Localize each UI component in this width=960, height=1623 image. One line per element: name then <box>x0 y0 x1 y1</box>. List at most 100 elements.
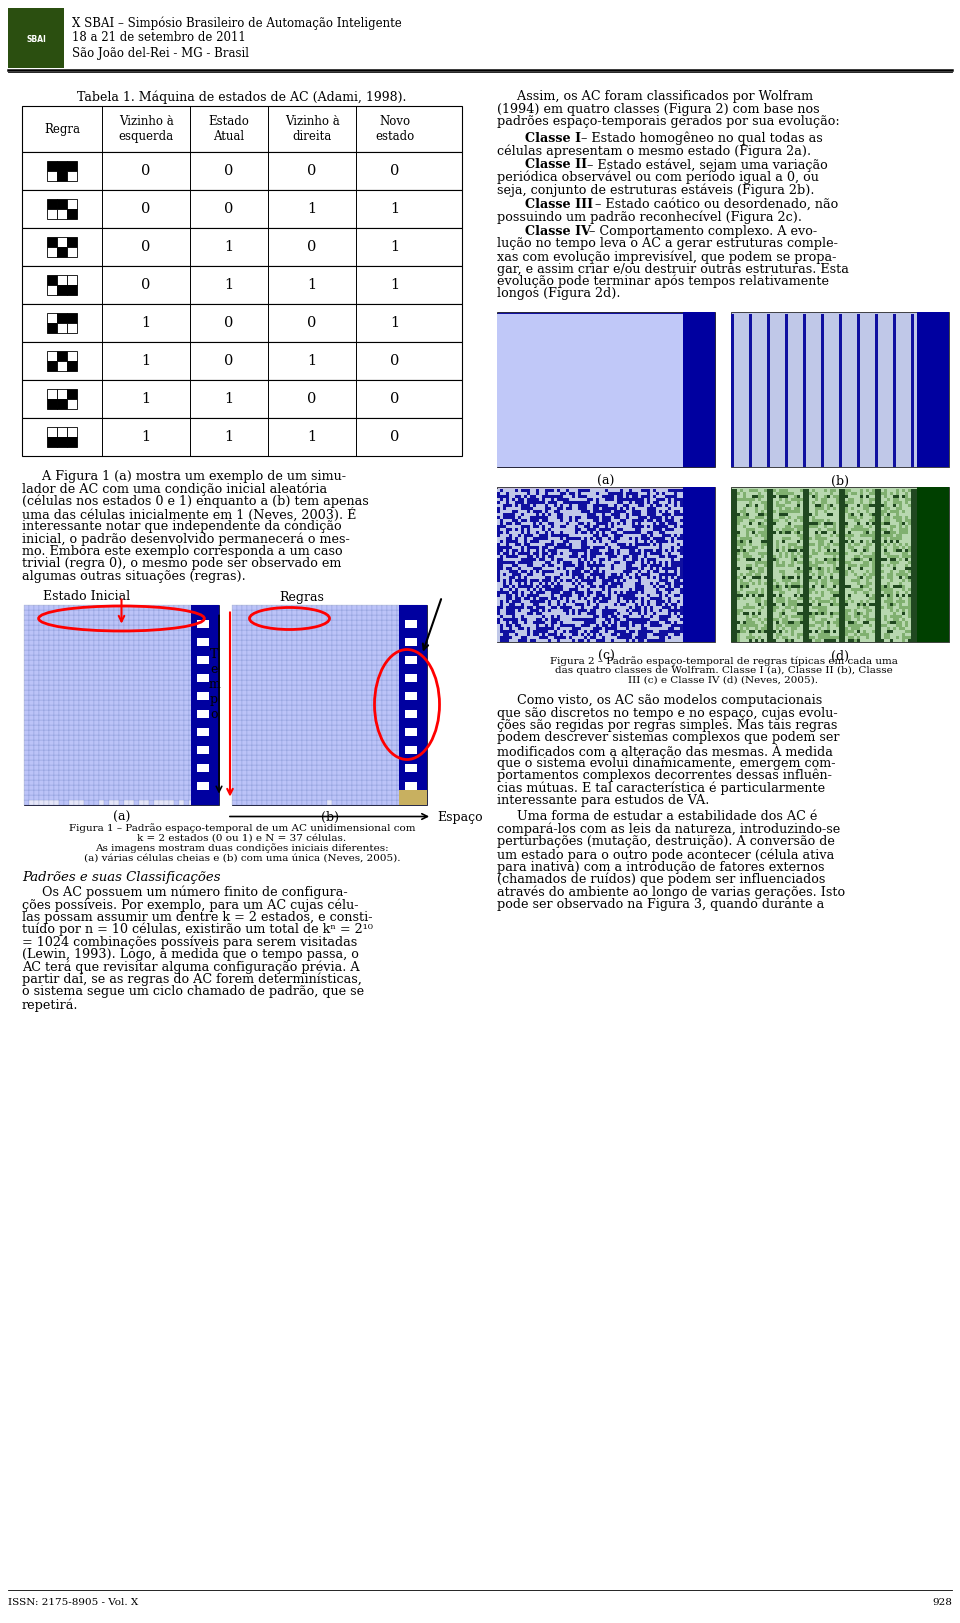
Bar <box>377 784 382 789</box>
Bar <box>932 495 935 498</box>
Bar <box>605 425 608 428</box>
Bar <box>536 355 539 359</box>
Bar <box>749 566 752 570</box>
Bar <box>845 489 848 492</box>
Bar <box>337 700 342 704</box>
Bar <box>908 594 911 597</box>
Bar <box>806 450 809 451</box>
Bar <box>500 506 503 510</box>
Bar <box>755 588 758 591</box>
Bar <box>779 505 782 506</box>
Bar <box>605 411 608 412</box>
Bar <box>524 597 527 601</box>
Bar <box>44 630 49 635</box>
Bar <box>758 601 761 604</box>
Bar <box>114 789 119 795</box>
Bar <box>677 573 680 576</box>
Bar <box>596 524 599 527</box>
Bar <box>179 620 184 625</box>
Bar <box>232 630 237 635</box>
Bar <box>782 415 785 419</box>
Bar <box>743 352 746 355</box>
Bar <box>863 411 866 412</box>
Bar <box>890 601 893 604</box>
Bar <box>761 570 764 573</box>
Bar <box>926 338 929 341</box>
Bar <box>74 620 79 625</box>
Bar <box>184 704 189 709</box>
Bar <box>824 594 827 597</box>
Bar <box>929 386 932 390</box>
Bar <box>887 597 890 601</box>
Bar <box>896 579 899 583</box>
Bar <box>833 545 836 549</box>
Bar <box>214 760 219 764</box>
Text: 0: 0 <box>307 316 317 329</box>
Bar <box>407 789 412 795</box>
Bar <box>803 622 806 623</box>
Bar <box>342 615 347 620</box>
Bar <box>530 534 533 537</box>
Bar <box>623 524 626 527</box>
Bar <box>638 498 641 502</box>
Bar <box>629 359 632 362</box>
Bar <box>770 383 773 386</box>
Bar <box>608 383 611 386</box>
Bar <box>647 594 650 597</box>
Bar <box>887 502 890 505</box>
Bar <box>79 649 84 654</box>
Bar <box>857 555 860 558</box>
Bar <box>64 649 69 654</box>
Bar <box>563 519 566 523</box>
Bar <box>154 760 159 764</box>
Bar <box>743 544 746 545</box>
Bar <box>806 412 809 415</box>
Bar <box>773 545 776 549</box>
Bar <box>872 505 875 506</box>
Bar <box>518 636 521 639</box>
Bar <box>503 428 506 432</box>
Bar <box>277 654 282 659</box>
Bar <box>878 372 881 373</box>
Bar <box>665 323 668 326</box>
Bar <box>821 622 824 623</box>
Bar <box>24 719 29 724</box>
Bar <box>527 601 530 604</box>
Bar <box>749 333 752 334</box>
Bar <box>24 700 29 704</box>
Bar <box>845 555 848 558</box>
Bar <box>905 355 908 359</box>
Bar <box>932 380 935 383</box>
Bar <box>680 502 683 505</box>
Bar <box>569 329 572 333</box>
Bar <box>322 774 327 779</box>
Bar <box>554 622 557 623</box>
Bar <box>764 440 767 443</box>
Bar <box>49 784 54 789</box>
Bar <box>174 659 179 664</box>
Bar <box>773 316 776 320</box>
Bar <box>174 620 179 625</box>
Bar <box>605 372 608 373</box>
Bar <box>890 505 893 506</box>
Bar <box>734 428 737 432</box>
Bar <box>890 422 893 425</box>
Bar <box>944 604 947 605</box>
Bar <box>542 425 545 428</box>
Bar <box>94 670 99 675</box>
Bar <box>560 584 563 588</box>
Bar <box>926 377 929 380</box>
Bar <box>710 454 713 458</box>
Bar <box>662 524 665 527</box>
Bar <box>779 326 782 329</box>
Bar <box>614 524 617 527</box>
Bar <box>599 437 602 440</box>
Bar <box>387 764 392 769</box>
Bar <box>869 601 872 604</box>
Bar <box>905 540 908 544</box>
Bar <box>614 552 617 555</box>
Bar <box>833 633 836 636</box>
Bar <box>926 422 929 425</box>
Bar <box>917 502 920 505</box>
Bar <box>302 719 307 724</box>
